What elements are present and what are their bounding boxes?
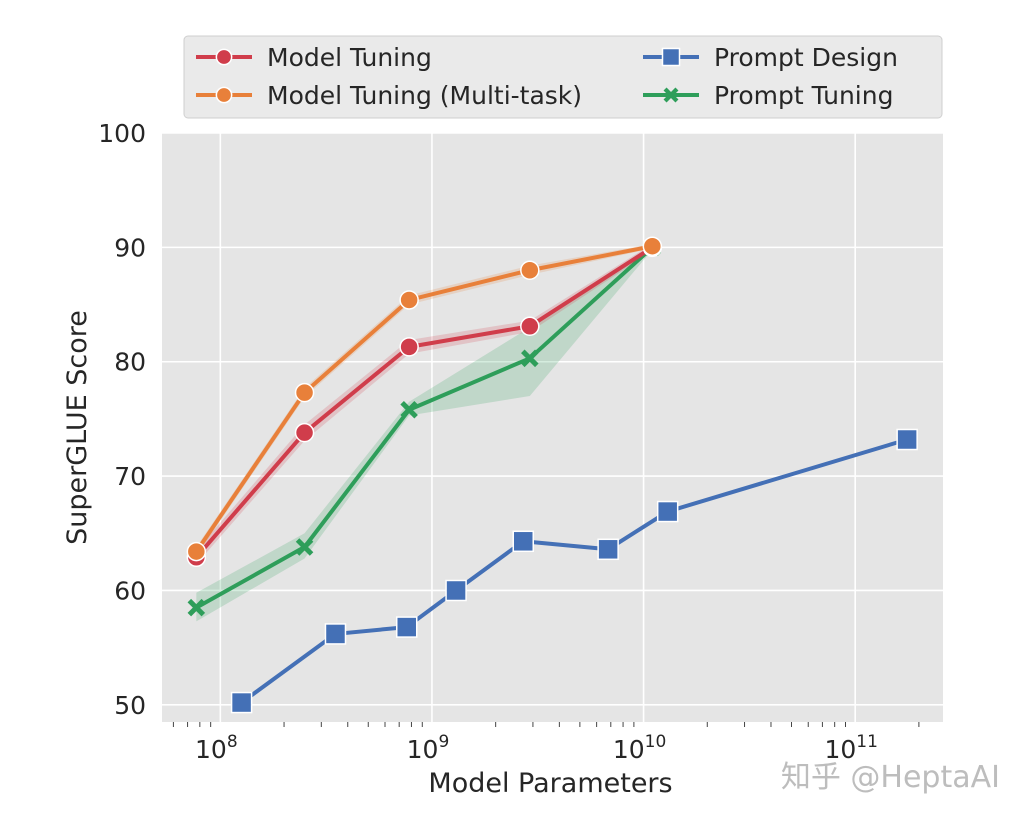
data-point xyxy=(512,530,534,553)
data-point xyxy=(896,428,918,451)
plot-area xyxy=(162,133,943,722)
legend-marker xyxy=(215,86,233,104)
y-tick-label: 90 xyxy=(114,233,146,262)
legend-item: Model Tuning (Multi-task) xyxy=(196,81,582,110)
y-tick-label: 100 xyxy=(98,119,146,148)
data-point xyxy=(597,538,619,561)
legend-label: Prompt Design xyxy=(714,43,898,72)
legend-item: Model Tuning xyxy=(196,43,432,72)
x-tick-label: 1011 xyxy=(824,732,877,764)
legend-box xyxy=(183,35,943,119)
y-tick-label: 80 xyxy=(114,348,146,377)
data-point xyxy=(395,616,418,638)
legend-label: Model Tuning xyxy=(267,43,432,72)
data-point xyxy=(656,500,679,523)
legend-label: Model Tuning (Multi-task) xyxy=(267,81,582,110)
data-point xyxy=(295,538,314,556)
data-point xyxy=(520,260,540,280)
y-axis-label: SuperGLUE Score xyxy=(62,310,93,545)
data-point xyxy=(445,579,467,602)
legend-marker xyxy=(661,47,681,67)
data-point xyxy=(230,691,253,714)
x-tick-label: 108 xyxy=(195,732,238,764)
legend-item: Prompt Design xyxy=(643,43,898,72)
x-tick-label: 1010 xyxy=(613,732,666,764)
data-point xyxy=(187,598,206,617)
data-point xyxy=(399,337,419,357)
legend-item: Prompt Tuning xyxy=(643,81,893,110)
legend-marker xyxy=(215,48,233,66)
data-point xyxy=(324,623,347,645)
x-axis-label: Model Parameters xyxy=(428,768,672,799)
data-point xyxy=(399,290,419,310)
series-prompt-design xyxy=(230,428,918,714)
series-model-tuning-multi-task xyxy=(186,236,663,562)
data-point xyxy=(400,401,418,419)
y-tick-label: 50 xyxy=(114,691,146,720)
watermark: 知乎 @HeptaAI xyxy=(780,760,1000,795)
legend-label: Prompt Tuning xyxy=(714,81,893,110)
confidence-band xyxy=(196,245,653,622)
legend: Model Tuning Model Tuning (Multi-task) Pro… xyxy=(183,35,943,119)
x-tick-label: 109 xyxy=(407,732,450,764)
data-point xyxy=(520,316,540,337)
data-point xyxy=(642,236,663,256)
data-point xyxy=(186,541,207,562)
data-point xyxy=(521,349,539,368)
y-tick-label: 70 xyxy=(114,462,146,491)
data-point xyxy=(294,422,315,443)
legend-marker xyxy=(663,87,679,103)
data-point xyxy=(294,382,315,403)
y-tick-label: 60 xyxy=(114,576,146,605)
